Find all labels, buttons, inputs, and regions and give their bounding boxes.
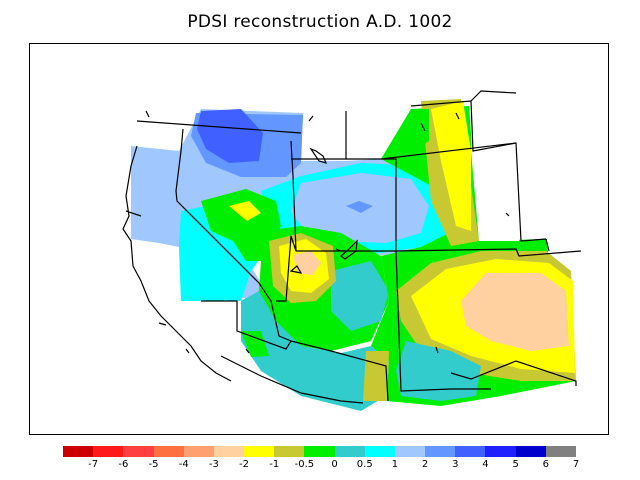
color-swatch	[153, 446, 184, 457]
region-no-data-east	[471, 99, 521, 241]
color-scale-tick-label: -6	[118, 459, 129, 470]
color-scale-tick-label: 2	[421, 459, 429, 470]
color-scale-tick-label: 6	[542, 459, 549, 470]
color-swatch	[515, 446, 546, 457]
color-scale-tick-label: -3	[208, 459, 219, 470]
region-olive-az-strip	[363, 351, 389, 401]
water-bodies	[145, 110, 510, 354]
region-yellow-nv	[229, 201, 261, 221]
color-scale-tick-label: -1	[269, 459, 280, 470]
color-scale-tick-label: 0	[331, 459, 338, 470]
color-swatch	[425, 446, 456, 457]
color-swatch	[304, 446, 335, 457]
region-peach-utah	[293, 251, 321, 275]
state-borders	[122, 90, 582, 404]
color-swatch	[244, 446, 275, 457]
color-swatch	[334, 446, 365, 457]
color-swatch	[364, 446, 395, 457]
region-small-blue	[346, 201, 373, 213]
color-swatch	[123, 446, 154, 457]
color-swatch	[183, 446, 214, 457]
pdsi-map	[122, 90, 582, 411]
color-swatch	[394, 446, 426, 457]
map-frame	[29, 43, 609, 435]
region-peach-nm	[461, 273, 569, 351]
color-swatch	[63, 446, 94, 457]
region-green-nv	[201, 189, 281, 261]
color-scale-tick-label: -2	[239, 459, 250, 470]
region-green-socal	[241, 331, 269, 357]
color-swatch	[485, 446, 516, 457]
color-swatch	[274, 446, 305, 457]
color-swatch	[93, 446, 124, 457]
color-scale-tick-label: 1	[391, 459, 399, 470]
color-scale-tick-label: 4	[482, 459, 489, 470]
color-scale-tick-label: -4	[178, 459, 189, 470]
region-teal-nm	[396, 341, 481, 401]
color-scale-tick-label: 0.5	[356, 459, 373, 470]
region-teal-az	[241, 291, 389, 411]
color-scale-tick-label: 5	[512, 459, 519, 470]
color-scale-bar	[63, 446, 576, 457]
region-yellow-east-north	[431, 101, 471, 231]
region-teal-utah	[331, 261, 389, 331]
color-swatch	[545, 446, 576, 457]
region-blue	[197, 109, 263, 163]
color-swatch	[455, 446, 486, 457]
color-scale-tick-label: -0.5	[294, 459, 315, 470]
map-title: PDSI reconstruction A.D. 1002	[187, 12, 453, 32]
color-scale-tick-label: -5	[148, 459, 159, 470]
color-scale-ticks: -7 -6 -5 -4 -3 -2 -1 -0.5 0 0.5 1 2 3 4 5 6 7	[63, 459, 580, 473]
color-scale-tick-label: 7	[572, 459, 580, 470]
color-swatch	[213, 446, 245, 457]
color-scale-tick-label: -7	[88, 459, 99, 470]
color-scale-tick-label: 3	[452, 459, 459, 470]
region-green-sd	[411, 109, 429, 151]
